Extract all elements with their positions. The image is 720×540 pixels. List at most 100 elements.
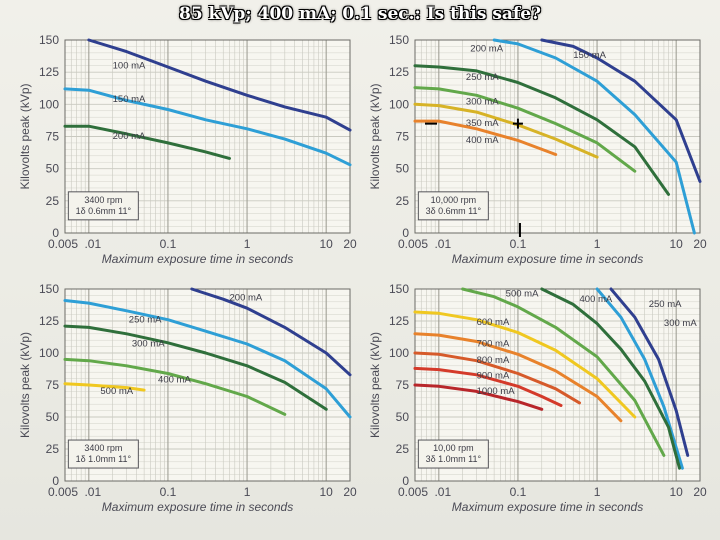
y-tick-label: 25 xyxy=(46,194,60,208)
plot-frame xyxy=(414,39,701,234)
y-tick-label: 50 xyxy=(396,162,410,176)
x-tick-label: 1 xyxy=(244,237,251,251)
x-tick-label: 0.005 xyxy=(398,485,428,499)
series-line-250-ma xyxy=(63,299,352,419)
y-tick-label: 0 xyxy=(402,226,409,240)
y-tick-label: 0 xyxy=(52,226,59,240)
series-line-300-ma xyxy=(63,324,328,411)
y-tick-label: 125 xyxy=(39,314,59,328)
y-tick-label: 100 xyxy=(389,97,409,111)
series-label: 500 mA xyxy=(506,289,539,300)
x-tick-label: 20 xyxy=(693,237,707,251)
slide-title: 85 kVp; 400 mA; 0.1 sec.: Is this safe? xyxy=(178,4,542,24)
y-tick-label: 75 xyxy=(46,378,60,392)
x-tick-label: 0.1 xyxy=(160,237,177,251)
y-tick-label: 75 xyxy=(396,378,410,392)
x-tick-label: 10 xyxy=(320,485,334,499)
x-axis-label: Maximum exposure time in seconds xyxy=(102,252,293,266)
series-label: 400 mA xyxy=(466,135,499,146)
series-label: 250 mA xyxy=(466,72,499,83)
y-tick-label: 100 xyxy=(389,346,409,360)
x-tick-label: .01 xyxy=(434,237,451,251)
chart-panel-4: 0 25 50 75 100 125 150 0.005 .01 0.1 1 10 20 Maximum … xyxy=(368,282,707,514)
series-line-500-ma xyxy=(63,382,146,392)
x-tick-label: 0.005 xyxy=(48,485,78,499)
y-axis-label: Kilovolts peak (kVp) xyxy=(368,83,382,189)
x-tick-label: 20 xyxy=(343,237,357,251)
x-tick-label: 10 xyxy=(670,237,684,251)
y-tick-label: 50 xyxy=(46,162,60,176)
x-tick-label: .01 xyxy=(84,485,101,499)
y-tick-label: 150 xyxy=(389,282,409,296)
x-tick-label: 10 xyxy=(320,237,334,251)
note-text: 1δ 1.0mm 11° xyxy=(76,454,132,464)
plot-frame xyxy=(64,39,351,234)
y-tick-label: 100 xyxy=(39,346,59,360)
y-tick-label: 25 xyxy=(396,442,410,456)
series-line-250-ma xyxy=(609,287,690,457)
x-tick-label: 0.1 xyxy=(510,237,527,251)
y-tick-label: 0 xyxy=(52,474,59,488)
chart-panel-1: 0 25 50 75 100 125 150 0.005 .01 0.1 1 10 20 Maximum … xyxy=(18,33,357,266)
series-line-150-ma xyxy=(540,38,702,183)
note-text: 3400 rpm xyxy=(84,443,122,453)
note-text: 1δ 0.6mm 11° xyxy=(76,206,132,216)
series-label: 400 mA xyxy=(158,374,191,385)
y-tick-label: 25 xyxy=(46,442,60,456)
series-line-900-ma xyxy=(413,366,563,407)
y-tick-label: 50 xyxy=(46,410,60,424)
chart-panel-2: 0 25 50 75 100 125 150 0.005 .01 0.1 1 10 20 Maximum … xyxy=(368,33,707,266)
series-line-400-ma xyxy=(540,287,681,470)
x-tick-label: 0.005 xyxy=(398,237,428,251)
x-axis-label: Maximum exposure time in seconds xyxy=(452,500,643,514)
y-axis-label: Kilovolts peak (kVp) xyxy=(18,332,32,438)
series-label: 300 mA xyxy=(132,339,165,350)
series-line-1000-ma xyxy=(413,383,544,411)
series-line-150-ma xyxy=(63,87,352,167)
series-label: 800 mA xyxy=(477,355,510,366)
x-tick-label: 1 xyxy=(594,485,601,499)
note-box xyxy=(67,191,139,221)
y-tick-label: 150 xyxy=(39,33,59,47)
series-label: 1000 mA xyxy=(477,386,516,397)
series-line-600-ma xyxy=(413,310,637,419)
series-line-200-ma xyxy=(190,287,352,377)
x-tick-label: 10 xyxy=(670,485,684,499)
y-tick-label: 125 xyxy=(39,65,59,79)
series-label: 300 mA xyxy=(664,318,697,329)
note-text: 3δ 0.6mm 11° xyxy=(426,206,482,216)
y-tick-label: 0 xyxy=(402,474,409,488)
series-line-300-ma xyxy=(413,86,637,173)
series-line-100-ma xyxy=(87,38,352,132)
series-label: 250 mA xyxy=(129,314,162,325)
series-label: 600 mA xyxy=(477,317,510,328)
x-tick-label: 0.005 xyxy=(48,237,78,251)
note-text: 10,000 rpm xyxy=(431,195,477,205)
y-tick-label: 150 xyxy=(39,282,59,296)
y-tick-label: 125 xyxy=(389,314,409,328)
note-box xyxy=(417,439,489,469)
series-line-400-ma xyxy=(63,357,287,416)
x-tick-label: 20 xyxy=(343,485,357,499)
x-tick-label: 1 xyxy=(594,237,601,251)
x-axis-label: Maximum exposure time in seconds xyxy=(102,500,293,514)
series-line-700-ma xyxy=(413,332,623,423)
series-line-350-ma xyxy=(413,102,599,159)
series-label: 300 mA xyxy=(466,96,499,107)
series-label: 350 mA xyxy=(466,118,499,129)
y-tick-label: 125 xyxy=(389,65,409,79)
series-label: 400 mA xyxy=(580,294,613,305)
y-tick-label: 25 xyxy=(396,194,410,208)
x-tick-label: .01 xyxy=(434,485,451,499)
series-label: 700 mA xyxy=(477,339,510,350)
y-tick-label: 50 xyxy=(396,410,410,424)
x-tick-label: 1 xyxy=(244,485,251,499)
series-line-250-ma xyxy=(413,64,670,196)
series-line-500-ma xyxy=(461,287,666,457)
note-box xyxy=(417,191,489,221)
y-axis-label: Kilovolts peak (kVp) xyxy=(368,332,382,438)
y-tick-label: 75 xyxy=(46,130,60,144)
x-tick-label: 0.1 xyxy=(510,485,527,499)
series-label: 200 mA xyxy=(113,131,146,142)
